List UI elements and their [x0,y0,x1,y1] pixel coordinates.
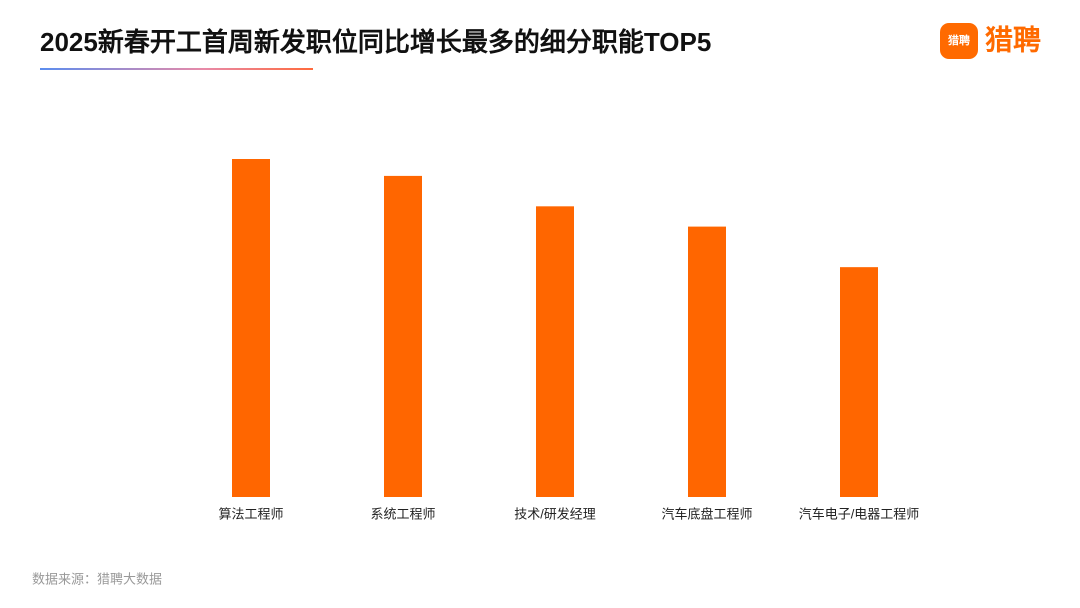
brand: 猎聘 [985,24,1041,55]
bar [384,175,422,497]
bar [688,226,726,497]
x-tick-label: 系统工程师 [370,506,435,521]
bar [536,206,574,497]
source: 数据来源：猎聘大数据 [32,571,162,586]
x-tick-label: 算法工程师 [218,506,283,521]
logo-icon-text: 猎聘 [948,33,970,47]
x-tick-label: 技术/研发经理 [514,506,596,521]
bar [840,267,878,497]
chart-title: 2025新春开工首周新发职位同比增长最多的细分职能TOP5 [40,27,711,57]
logo-icon [940,23,978,59]
x-tick-label: 汽车电子/电器工程师 [799,506,920,521]
x-tick-label: 汽车底盘工程师 [661,506,752,521]
title-underline [40,68,313,70]
bar [232,159,270,497]
